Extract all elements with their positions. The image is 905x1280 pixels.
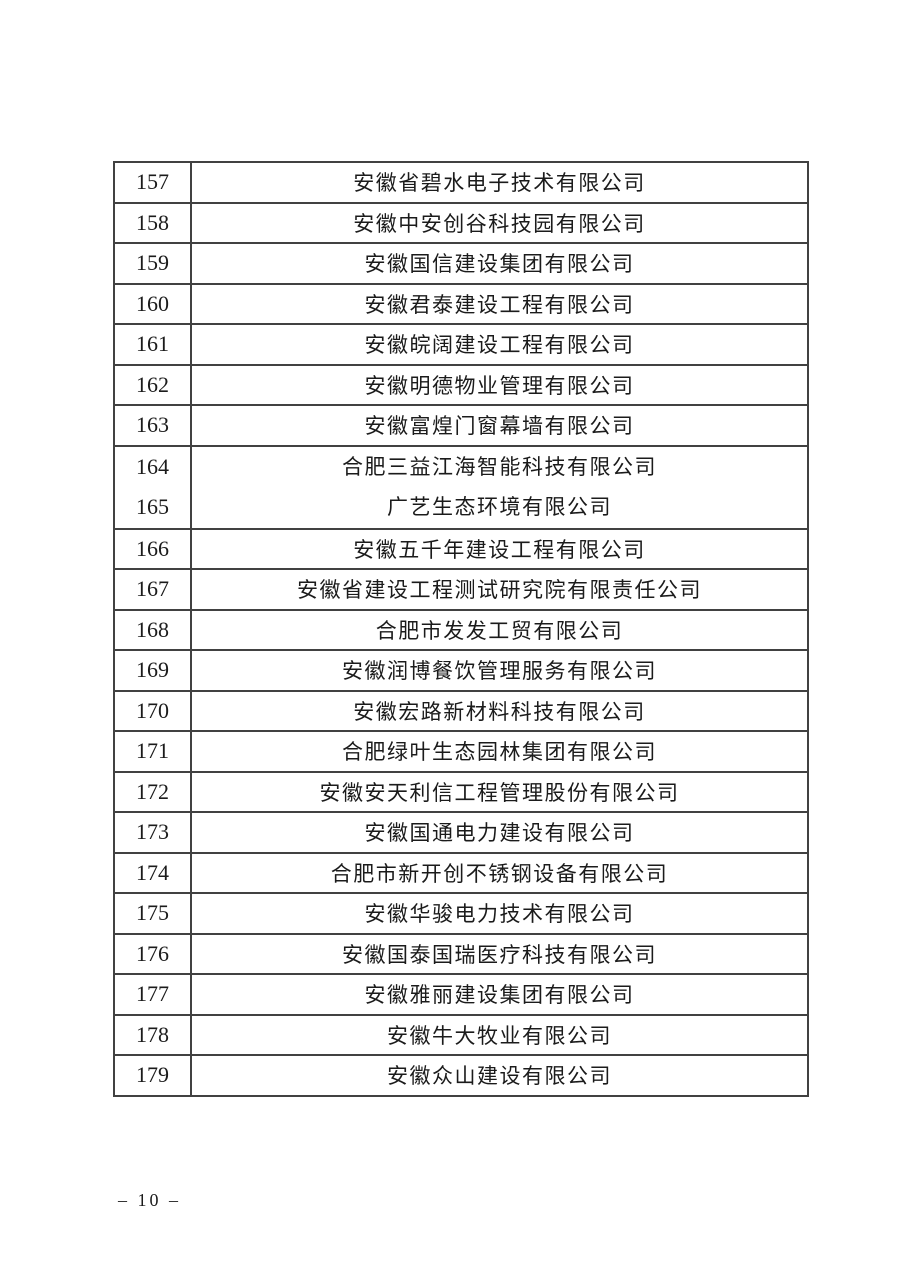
row-number-cell: 176 bbox=[113, 932, 192, 975]
company-name-cell: 安徽国泰国瑞医疗科技有限公司 bbox=[190, 932, 809, 975]
row-number-cell: 163 bbox=[113, 404, 192, 447]
table-row: 170 安徽宏路新材料科技有限公司 bbox=[113, 689, 809, 732]
row-number-cell: 167 bbox=[113, 568, 192, 611]
company-name-cell: 合肥市新开创不锈钢设备有限公司 bbox=[190, 851, 809, 894]
table-row: 169 安徽润博餐饮管理服务有限公司 bbox=[113, 649, 809, 692]
row-number-cell: 172 bbox=[113, 770, 192, 813]
row-number-cell: 179 bbox=[113, 1054, 192, 1097]
company-name-cell: 安徽国通电力建设有限公司 bbox=[190, 811, 809, 854]
company-name: 广艺生态环境有限公司 bbox=[387, 495, 612, 519]
table-row: 174 合肥市新开创不锈钢设备有限公司 bbox=[113, 851, 809, 894]
table-row: 166 安徽五千年建设工程有限公司 bbox=[113, 527, 809, 570]
row-number-cell: 173 bbox=[113, 811, 192, 854]
table-row-merged: 164 165 合肥三益江海智能科技有限公司 广艺生态环境有限公司 bbox=[113, 444, 809, 530]
table-row: 173 安徽国通电力建设有限公司 bbox=[113, 811, 809, 854]
row-number-cell: 168 bbox=[113, 608, 192, 651]
company-name-cell: 安徽宏路新材料科技有限公司 bbox=[190, 689, 809, 732]
row-number-cell: 178 bbox=[113, 1013, 192, 1056]
row-number-cell: 174 bbox=[113, 851, 192, 894]
row-number-cell: 162 bbox=[113, 363, 192, 406]
table-row: 163 安徽富煌门窗幕墙有限公司 bbox=[113, 404, 809, 447]
company-name-cell: 合肥绿叶生态园林集团有限公司 bbox=[190, 730, 809, 773]
row-number-cell: 159 bbox=[113, 242, 192, 285]
company-name-cell: 安徽安天利信工程管理股份有限公司 bbox=[190, 770, 809, 813]
company-name-cell: 安徽国信建设集团有限公司 bbox=[190, 242, 809, 285]
row-number-cell: 177 bbox=[113, 973, 192, 1016]
table-row: 179 安徽众山建设有限公司 bbox=[113, 1054, 809, 1097]
company-name-cell: 安徽华骏电力技术有限公司 bbox=[190, 892, 809, 935]
table-row: 172 安徽安天利信工程管理股份有限公司 bbox=[113, 770, 809, 813]
table-row: 171 合肥绿叶生态园林集团有限公司 bbox=[113, 730, 809, 773]
row-number-cell: 175 bbox=[113, 892, 192, 935]
row-number-cell: 160 bbox=[113, 282, 192, 325]
company-name-cell: 安徽中安创谷科技园有限公司 bbox=[190, 201, 809, 244]
company-name-cell: 安徽皖阔建设工程有限公司 bbox=[190, 323, 809, 366]
company-name-cell: 合肥市发发工贸有限公司 bbox=[190, 608, 809, 651]
row-number: 165 bbox=[136, 494, 169, 519]
company-name-cell: 安徽省建设工程测试研究院有限责任公司 bbox=[190, 568, 809, 611]
row-number-cell: 161 bbox=[113, 323, 192, 366]
row-number-cell: 157 bbox=[113, 161, 192, 204]
company-name: 合肥三益江海智能科技有限公司 bbox=[342, 454, 657, 479]
company-list-table: 157 安徽省碧水电子技术有限公司 158 安徽中安创谷科技园有限公司 159 … bbox=[113, 161, 809, 1097]
company-name-cell: 安徽明德物业管理有限公司 bbox=[190, 363, 809, 406]
table-row: 162 安徽明德物业管理有限公司 bbox=[113, 363, 809, 406]
table-row: 178 安徽牛大牧业有限公司 bbox=[113, 1013, 809, 1056]
row-number-cell: 170 bbox=[113, 689, 192, 732]
table-row: 159 安徽国信建设集团有限公司 bbox=[113, 242, 809, 285]
page-number: – 10 – bbox=[118, 1190, 181, 1210]
table-row: 168 合肥市发发工贸有限公司 bbox=[113, 608, 809, 651]
company-name-cell: 安徽富煌门窗幕墙有限公司 bbox=[190, 404, 809, 447]
company-name-cell: 安徽雅丽建设集团有限公司 bbox=[190, 973, 809, 1016]
row-number-cell: 166 bbox=[113, 527, 192, 570]
table-row: 167 安徽省建设工程测试研究院有限责任公司 bbox=[113, 568, 809, 611]
table-row: 177 安徽雅丽建设集团有限公司 bbox=[113, 973, 809, 1016]
row-number-cell: 169 bbox=[113, 649, 192, 692]
row-number-cell: 164 165 bbox=[113, 444, 192, 530]
table-row: 160 安徽君泰建设工程有限公司 bbox=[113, 282, 809, 325]
row-number-cell: 171 bbox=[113, 730, 192, 773]
row-number-cell: 158 bbox=[113, 201, 192, 244]
table-row: 161 安徽皖阔建设工程有限公司 bbox=[113, 323, 809, 366]
table-row: 158 安徽中安创谷科技园有限公司 bbox=[113, 201, 809, 244]
company-name-cell: 安徽润博餐饮管理服务有限公司 bbox=[190, 649, 809, 692]
company-name-cell: 安徽牛大牧业有限公司 bbox=[190, 1013, 809, 1056]
company-name-cell: 安徽省碧水电子技术有限公司 bbox=[190, 161, 809, 204]
company-name-cell: 合肥三益江海智能科技有限公司 广艺生态环境有限公司 bbox=[190, 444, 809, 530]
table-row: 157 安徽省碧水电子技术有限公司 bbox=[113, 161, 809, 204]
company-name-cell: 安徽君泰建设工程有限公司 bbox=[190, 282, 809, 325]
row-number: 164 bbox=[136, 453, 169, 479]
table-row: 175 安徽华骏电力技术有限公司 bbox=[113, 892, 809, 935]
company-name-cell: 安徽众山建设有限公司 bbox=[190, 1054, 809, 1097]
company-name-cell: 安徽五千年建设工程有限公司 bbox=[190, 527, 809, 570]
table-row: 176 安徽国泰国瑞医疗科技有限公司 bbox=[113, 932, 809, 975]
